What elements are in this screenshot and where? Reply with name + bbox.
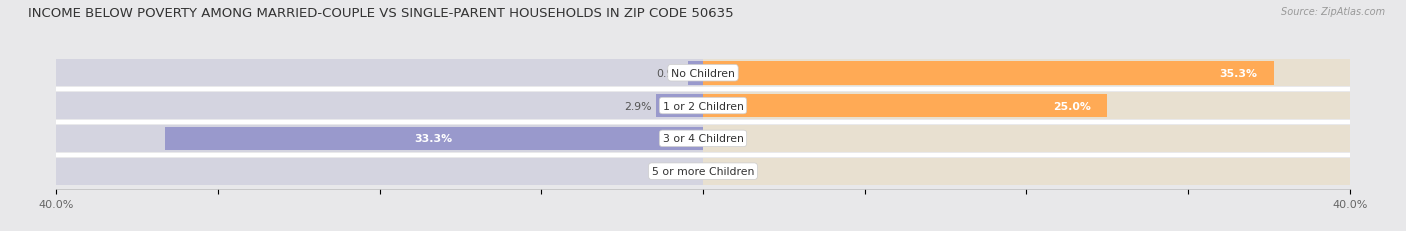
Bar [56,60,703,87]
Bar [56,155,1350,188]
Text: 35.3%: 35.3% [1219,68,1257,78]
Text: 1 or 2 Children: 1 or 2 Children [662,101,744,111]
Text: 3 or 4 Children: 3 or 4 Children [662,134,744,144]
Text: 0.0%: 0.0% [671,167,699,176]
Bar [703,125,1350,152]
Bar [703,93,1350,119]
Bar [165,127,703,151]
Text: No Children: No Children [671,68,735,78]
Text: 0.0%: 0.0% [707,134,735,144]
Text: 33.3%: 33.3% [415,134,453,144]
Bar [703,158,1350,185]
Bar [56,93,703,119]
Bar [689,62,703,85]
Bar [703,94,1108,118]
Text: 2.9%: 2.9% [624,101,651,111]
Text: 5 or more Children: 5 or more Children [652,167,754,176]
Bar [56,90,1350,122]
Text: 25.0%: 25.0% [1053,101,1091,111]
Text: 0.9%: 0.9% [657,68,683,78]
Bar [703,62,1274,85]
Bar [703,60,1350,87]
Bar [56,57,1350,90]
Bar [56,158,703,185]
Bar [56,122,1350,155]
Text: INCOME BELOW POVERTY AMONG MARRIED-COUPLE VS SINGLE-PARENT HOUSEHOLDS IN ZIP COD: INCOME BELOW POVERTY AMONG MARRIED-COUPL… [28,7,734,20]
Bar [56,125,703,152]
Bar [657,94,703,118]
Text: Source: ZipAtlas.com: Source: ZipAtlas.com [1281,7,1385,17]
Text: 0.0%: 0.0% [707,167,735,176]
